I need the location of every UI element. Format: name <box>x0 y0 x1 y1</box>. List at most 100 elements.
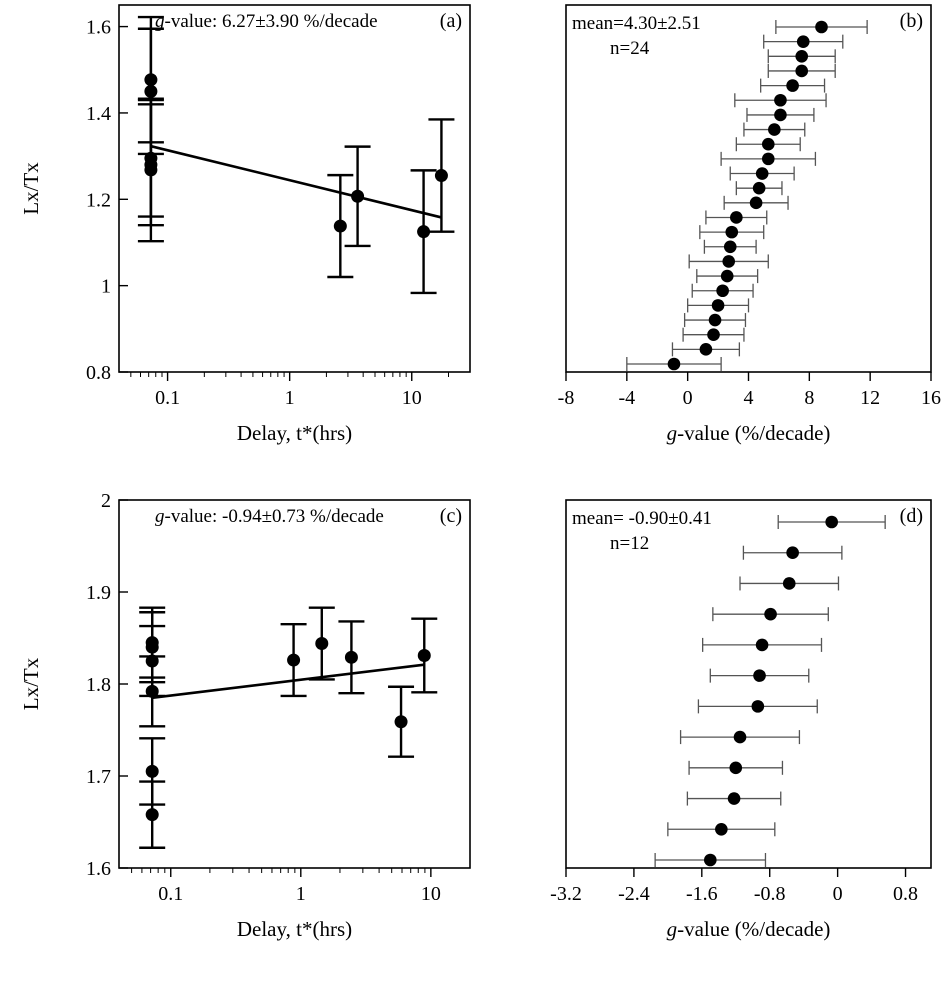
data-point <box>394 715 408 729</box>
data-point <box>764 607 777 621</box>
data-point <box>786 79 799 92</box>
data-point <box>753 669 766 682</box>
y-axis-label: Lx/Tx <box>19 657 43 710</box>
y-tick-label: 1.8 <box>86 674 111 696</box>
y-tick-label: 1.2 <box>86 189 111 211</box>
x-tick-label: -8 <box>558 387 575 409</box>
panel-label: (b) <box>900 10 923 32</box>
data-point <box>434 169 448 183</box>
data-point <box>711 299 725 312</box>
g-value-annotation: g-value: -0.94±0.73 %/decade <box>155 506 384 527</box>
panel-label: (c) <box>440 505 462 527</box>
data-point <box>144 73 158 87</box>
data-point <box>825 515 838 529</box>
panel-c-frame <box>118 499 471 869</box>
data-point <box>755 167 769 180</box>
panel-d-plot-border <box>565 499 932 869</box>
data-point <box>782 577 796 590</box>
data-point <box>733 730 747 744</box>
data-point <box>796 35 810 48</box>
panel-d: -3.2 -2.4 -1.6 -0.8 0 0.8 mean= -0.90±0.41 n=12… <box>550 505 923 941</box>
data-point <box>417 225 431 239</box>
fit-line <box>150 144 442 219</box>
data-point <box>716 284 729 298</box>
data-point <box>333 219 347 233</box>
data-point <box>144 84 158 98</box>
data-point <box>752 181 766 195</box>
y-axis-label: Lx/Tx <box>19 162 43 215</box>
x-axis-label: Delay, t*(hrs) <box>237 917 352 941</box>
mean-annotation: mean=4.30±2.51 <box>572 13 701 34</box>
x-tick-label: 0.1 <box>155 387 180 409</box>
data-point <box>145 654 159 668</box>
x-tick-label: 1 <box>296 883 306 905</box>
x-tick-label: -3.2 <box>550 883 582 905</box>
y-tick-label: 1 <box>101 276 111 298</box>
y-tick-label: 1.9 <box>86 582 111 604</box>
g-italic: g <box>667 421 678 445</box>
data-point <box>761 137 775 151</box>
x-tick-label: 10 <box>402 387 422 409</box>
panel-b-frame <box>565 4 932 373</box>
panel-c: 1.6 1.7 1.8 1.9 2 0.1 1 10 g-value: -0.94±0.73 %… <box>19 490 462 941</box>
panel-a: 0.8 1 1.2 1.4 1.6 0.1 1 10 g-value: 6.27±3.90 %/… <box>19 10 462 445</box>
x-axis-label: Delay, t*(hrs) <box>237 421 352 445</box>
panel-d-frame <box>565 499 932 869</box>
data-point <box>795 50 809 63</box>
data-point <box>727 792 741 805</box>
x-tick-label: -1.6 <box>686 883 718 905</box>
n-annotation: n=24 <box>610 38 650 59</box>
x-tick-label: 8 <box>804 387 814 409</box>
x-tick-label: -4 <box>618 387 635 409</box>
x-tick-label: 16 <box>921 387 941 409</box>
g-value-text: -value: 6.27±3.90 %/decade <box>165 11 378 32</box>
data-point <box>667 357 681 371</box>
data-point <box>351 189 365 203</box>
panel-label: (a) <box>440 10 462 32</box>
data-point <box>768 123 781 136</box>
data-point <box>730 211 743 224</box>
data-point <box>715 822 728 836</box>
y-tick-label: 0.8 <box>86 362 111 384</box>
data-point <box>774 108 787 122</box>
g-value-text: -value: -0.94±0.73 %/decade <box>165 506 384 527</box>
data-point <box>761 152 775 166</box>
x-tick-label: 1 <box>285 387 295 409</box>
data-point <box>145 808 159 822</box>
data-point <box>786 546 799 560</box>
fit-line <box>152 663 425 700</box>
data-point <box>344 650 358 664</box>
y-tick-label: 2 <box>101 490 111 512</box>
g-italic: g <box>155 506 165 527</box>
panel-b-plot-border <box>565 4 932 373</box>
x-tick-label: 0.1 <box>158 883 183 905</box>
data-point <box>725 225 739 239</box>
data-point <box>774 93 787 107</box>
data-point <box>795 64 809 78</box>
x-tick-label: 10 <box>421 883 441 905</box>
x-tick-label: -0.8 <box>754 883 786 905</box>
data-point <box>707 328 720 341</box>
data-point <box>315 637 329 651</box>
y-tick-label: 1.6 <box>86 17 111 39</box>
data-point <box>417 648 431 662</box>
g-italic: g <box>155 11 165 32</box>
x-tick-label: 0.8 <box>893 883 918 905</box>
data-point <box>144 163 158 177</box>
x-axis-label: g-value (%/decade) <box>667 421 831 445</box>
y-tick-label: 1.7 <box>86 766 111 788</box>
data-point <box>755 638 769 652</box>
panel-label: (d) <box>900 505 923 527</box>
x-tick-label: 12 <box>860 387 880 409</box>
n-annotation: n=12 <box>610 533 649 554</box>
data-point <box>720 269 734 283</box>
y-tick-label: 1.4 <box>86 103 111 125</box>
x-axis-label-text: -value (%/decade) <box>677 421 830 445</box>
data-point <box>815 20 828 34</box>
g-italic: g <box>667 917 678 941</box>
x-tick-label: 0 <box>833 883 843 905</box>
x-axis-label-text: -value (%/decade) <box>677 917 830 941</box>
panel-a-plot-border <box>118 4 471 373</box>
